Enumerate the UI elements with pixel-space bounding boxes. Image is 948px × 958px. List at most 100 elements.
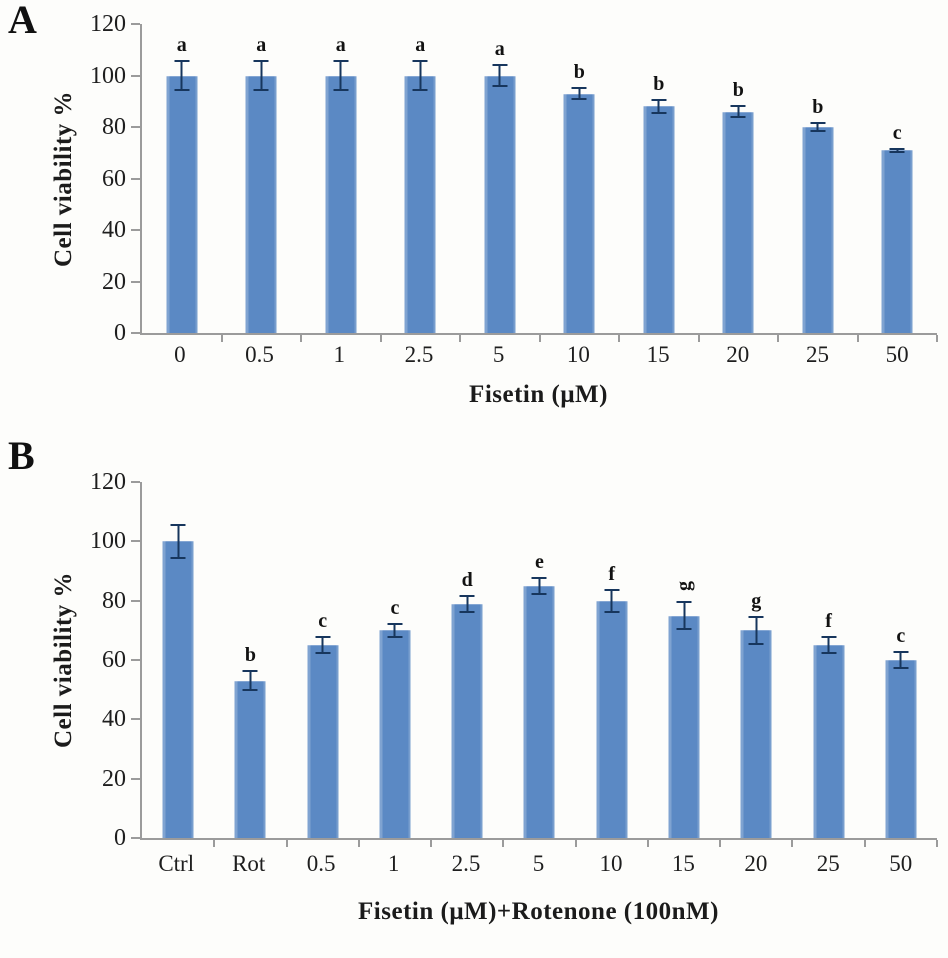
error-bar [676, 600, 692, 631]
bar [484, 75, 516, 333]
error-bar [253, 60, 269, 91]
y-tick-mark [131, 659, 140, 661]
y-tick-label: 0 [114, 320, 126, 346]
x-tick-label: 2.5 [404, 342, 434, 367]
bar [523, 585, 555, 838]
x-tick-mark [357, 840, 360, 847]
significance-letter: a [335, 34, 346, 57]
bar-group-20: g [720, 482, 792, 838]
x-tick-mark [936, 335, 938, 342]
panel-b-letter: B [8, 433, 35, 478]
y-tick-mark [131, 540, 140, 543]
significance-letter: e [535, 550, 544, 573]
x-axis-tick-labels: Ctrl Rot 0.5 1 2.5 5 10 15 20 25 50 [140, 851, 937, 877]
y-tick-label: 20 [102, 765, 126, 792]
significance-letter: d [461, 568, 473, 591]
error-bar [531, 576, 547, 595]
error-bar [748, 615, 764, 646]
x-tick-mark [719, 840, 722, 847]
bar [881, 150, 913, 333]
significance-letter: f [608, 562, 616, 585]
bar [885, 660, 917, 838]
bar-group-15: b [619, 24, 699, 333]
bar-group-5: a [460, 24, 540, 333]
bar-group-1: a [301, 24, 381, 333]
bar [643, 106, 675, 333]
x-tick-mark [791, 840, 794, 847]
bar [740, 630, 772, 838]
error-bar [730, 105, 746, 118]
y-tick-mark [131, 332, 140, 334]
significance-letter: c [896, 625, 906, 648]
bar [245, 75, 277, 333]
bar-group-5: e [503, 482, 575, 838]
bar-group-2.5: d [431, 482, 503, 838]
y-tick-mark [131, 481, 140, 483]
y-tick-label: 100 [90, 62, 126, 89]
y-tick-label: 120 [90, 469, 126, 495]
significance-letter: a [494, 37, 505, 60]
plot-area: b c c d e f g g f c [131, 481, 938, 847]
bar-group-50: c [858, 24, 938, 333]
bar-group-1: c [359, 482, 431, 838]
y-tick-mark [131, 280, 140, 283]
error-bar [174, 60, 190, 91]
y-tick-mark [131, 177, 140, 180]
y-tick-label: 40 [102, 217, 126, 243]
bar-group-15: g [648, 482, 720, 838]
bar [802, 127, 834, 333]
significance-letter: c [318, 610, 328, 633]
x-tick-label: 0.5 [306, 851, 336, 876]
x-tick-label: 10 [566, 342, 590, 367]
x-tick-mark [697, 335, 700, 342]
x-tick-mark [502, 840, 505, 847]
x-tick-mark [459, 335, 461, 342]
bar [668, 615, 700, 838]
significance-letter: f [825, 610, 832, 633]
bar-group-0.5: c [287, 482, 359, 838]
error-bar [459, 594, 475, 613]
x-tick-label: 50 [885, 342, 909, 367]
error-bar [315, 636, 331, 655]
significance-letter: b [732, 79, 744, 102]
significance-letter: c [390, 596, 400, 619]
y-tick-label: 0 [114, 825, 126, 851]
error-bar [651, 98, 667, 115]
x-tick-mark [285, 840, 288, 847]
error-bar [170, 523, 186, 560]
y-tick-mark [131, 23, 140, 25]
significance-letter: b [573, 61, 585, 84]
significance-letter: a [415, 34, 426, 57]
x-tick-label: 5 [532, 851, 545, 876]
bar [166, 75, 198, 333]
bar [813, 645, 845, 838]
bar-group-50: c [865, 482, 937, 838]
y-tick-mark [131, 837, 140, 839]
error-bar [492, 63, 508, 88]
x-tick-label: 1 [387, 851, 400, 876]
bar-group-0: a [142, 24, 222, 333]
x-tick-mark [300, 335, 302, 342]
y-tick-label: 20 [102, 268, 126, 295]
bar [404, 75, 436, 333]
bar [162, 541, 194, 838]
x-tick-label: 5 [492, 342, 505, 367]
y-tick-label: 60 [102, 165, 126, 192]
significance-letter: b [653, 72, 665, 95]
error-bar [242, 670, 258, 692]
x-tick-mark [538, 335, 541, 342]
y-tick-mark [131, 777, 140, 780]
x-tick-label: 15 [646, 342, 670, 367]
y-tick-label: 60 [102, 647, 126, 673]
bar-group-25: b [778, 24, 858, 333]
x-tick-label: Rot [232, 851, 266, 876]
x-tick-mark [646, 840, 649, 847]
bar-group-0.5: a [222, 24, 302, 333]
error-bar [810, 121, 826, 133]
x-tick-label: 2.5 [451, 851, 481, 876]
y-tick-label: 100 [90, 528, 126, 555]
y-tick-mark [131, 599, 140, 602]
error-bar [333, 60, 349, 91]
